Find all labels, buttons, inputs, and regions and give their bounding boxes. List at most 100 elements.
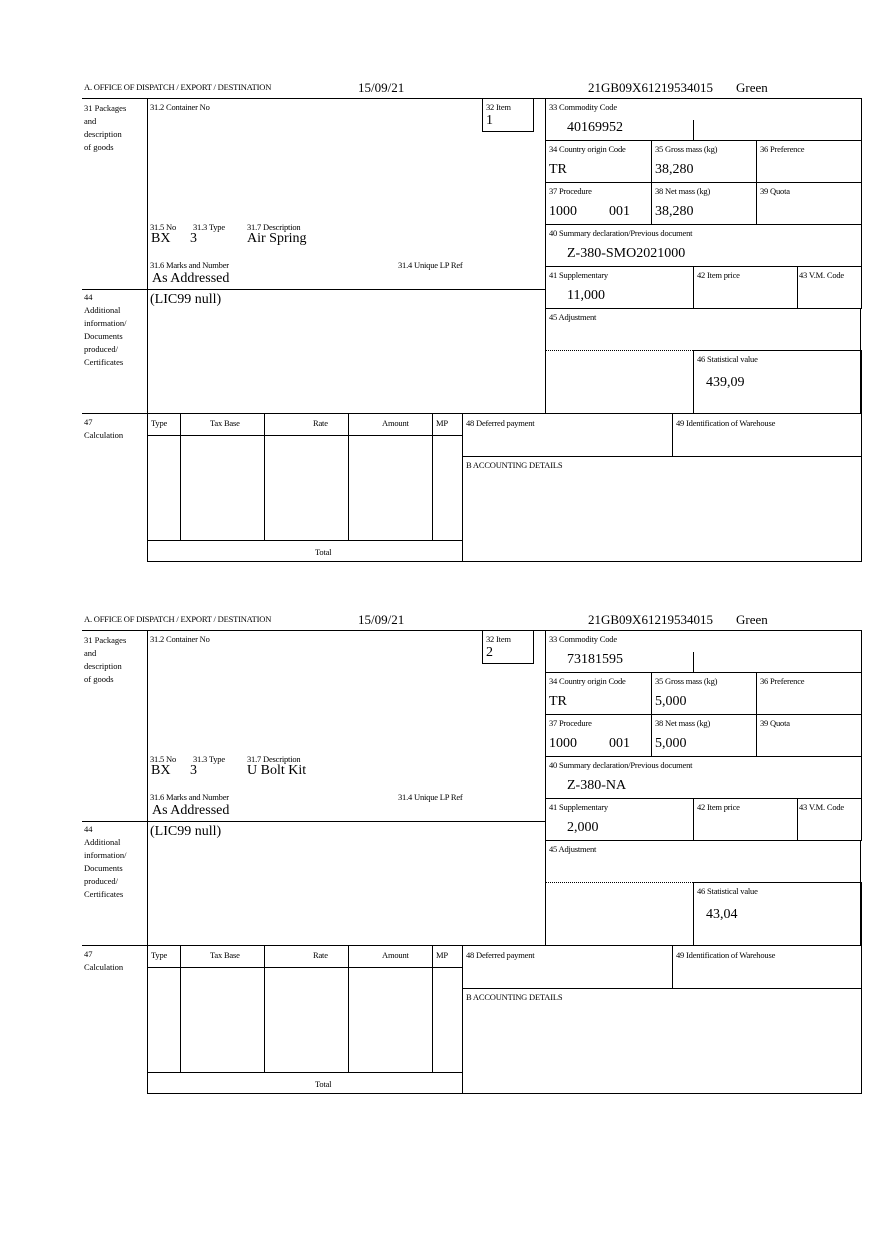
net-mass-value: 38,280 [655, 204, 694, 219]
package-no-label: 31.5 No [150, 754, 176, 764]
marks-label: 31.6 Marks and Number [150, 792, 229, 802]
divider [82, 821, 546, 822]
col-rate: Rate [313, 418, 328, 428]
divider [264, 945, 265, 1072]
additional-info-value: (LIC99 null) [150, 824, 222, 839]
col-tax-base: Tax Base [210, 950, 240, 960]
col-rate: Rate [313, 950, 328, 960]
divider [545, 350, 546, 413]
item-number-box [482, 98, 534, 132]
divider [432, 945, 433, 1072]
total-label: Total [315, 1079, 332, 1089]
vm-code-label: 43 V.M. Code [799, 270, 844, 280]
divider [545, 882, 693, 883]
declaration-item-form: A. OFFICE OF DISPATCH / EXPORT / DESTINA… [0, 612, 882, 1102]
gross-mass-value: 38,280 [655, 162, 694, 177]
summary-declaration-label: 40 Summary declaration/Previous document [549, 228, 693, 238]
item-label: 32 Item [486, 634, 511, 644]
col-mp: MP [436, 950, 448, 960]
divider [147, 435, 463, 436]
accounting-label: B ACCOUNTING DETAILS [466, 460, 563, 470]
reference-number: 21GB09X61219534015 [588, 612, 713, 627]
supplementary-label: 41 Supplementary [549, 802, 608, 812]
deferred-payment-label: 48 Deferred payment [466, 950, 535, 960]
divider [264, 413, 265, 540]
preference-label: 36 Preference [760, 144, 805, 154]
col-type: Type [151, 950, 168, 960]
item-value: 1 [486, 113, 493, 128]
net-mass-label: 38 Net mass (kg) [655, 186, 711, 196]
col-tax-base: Tax Base [210, 418, 240, 428]
description-label: 31.7 Description [247, 754, 301, 764]
commodity-code-label: 33 Commodity Code [549, 634, 617, 644]
declaration-item-form: A. OFFICE OF DISPATCH / EXPORT / DESTINA… [0, 80, 882, 570]
accounting-box [462, 456, 862, 562]
commodity-code-label: 33 Commodity Code [549, 102, 617, 112]
adjustment-label: 45 Adjustment [549, 844, 597, 854]
goods-description-box [147, 630, 546, 946]
divider [147, 967, 463, 968]
packages-label: 31 Packages and description of goods [84, 103, 127, 152]
supplementary-value: 2,000 [567, 820, 599, 835]
procedure-value: 1000 [549, 736, 577, 751]
item-label: 32 Item [486, 102, 511, 112]
gross-mass-value: 5,000 [655, 694, 687, 709]
country-origin-value: TR [549, 162, 567, 177]
package-type-label: 31.3 Type [193, 754, 225, 764]
unique-lp-ref-label: 31.4 Unique LP Ref [398, 792, 463, 802]
package-type-label: 31.3 Type [193, 222, 225, 232]
divider [860, 840, 861, 946]
divider [180, 945, 181, 1072]
package-type-value: 3 [190, 231, 197, 246]
commodity-code-value: 40169952 [567, 120, 623, 135]
statistical-value-value: 439,09 [706, 375, 745, 390]
gross-mass-label: 35 Gross mass (kg) [655, 676, 718, 686]
calculation-table [147, 413, 463, 541]
goods-description-box [147, 98, 546, 414]
additional-info-label: 44 Additional information/ Documents pro… [84, 824, 127, 899]
net-mass-label: 38 Net mass (kg) [655, 718, 711, 728]
route-status: Green [736, 612, 768, 627]
divider [180, 413, 181, 540]
divider [545, 308, 861, 309]
quota-label: 39 Quota [760, 718, 790, 728]
package-no-value: BX [151, 763, 171, 778]
total-label: Total [315, 547, 332, 557]
warehouse-label: 49 Identification of Warehouse [676, 950, 776, 960]
net-mass-value: 5,000 [655, 736, 687, 751]
container-no-label: 31.2 Container No [150, 634, 210, 644]
procedure-additional-value: 001 [609, 736, 630, 751]
preference-label: 36 Preference [760, 676, 805, 686]
divider [432, 413, 433, 540]
commodity-code-value: 73181595 [567, 652, 623, 667]
procedure-additional-value: 001 [609, 204, 630, 219]
accounting-label: B ACCOUNTING DETAILS [466, 992, 563, 1002]
warehouse-label: 49 Identification of Warehouse [676, 418, 776, 428]
description-label: 31.7 Description [247, 222, 301, 232]
calculation-label: 47 Calculation [84, 417, 124, 440]
item-number-box [482, 630, 534, 664]
col-amount: Amount [382, 418, 409, 428]
col-amount: Amount [382, 950, 409, 960]
summary-declaration-label: 40 Summary declaration/Previous document [549, 760, 693, 770]
country-origin-value: TR [549, 694, 567, 709]
col-mp: MP [436, 418, 448, 428]
description-value: U Bolt Kit [247, 763, 307, 778]
item-price-label: 42 Item price [697, 802, 740, 812]
divider [693, 652, 694, 672]
divider [545, 840, 861, 841]
marks-value: As Addressed [152, 271, 230, 286]
additional-info-label: 44 Additional information/ Documents pro… [84, 292, 127, 367]
divider [348, 413, 349, 540]
calculation-label: 47 Calculation [84, 949, 124, 972]
divider [348, 945, 349, 1072]
country-origin-label: 34 Country origin Code [549, 144, 626, 154]
package-type-value: 3 [190, 763, 197, 778]
total-row [147, 1072, 463, 1094]
route-status: Green [736, 80, 768, 95]
package-no-value: BX [151, 231, 171, 246]
description-value: Air Spring [247, 231, 307, 246]
quota-label: 39 Quota [760, 186, 790, 196]
supplementary-value: 11,000 [567, 288, 605, 303]
divider [860, 308, 861, 414]
